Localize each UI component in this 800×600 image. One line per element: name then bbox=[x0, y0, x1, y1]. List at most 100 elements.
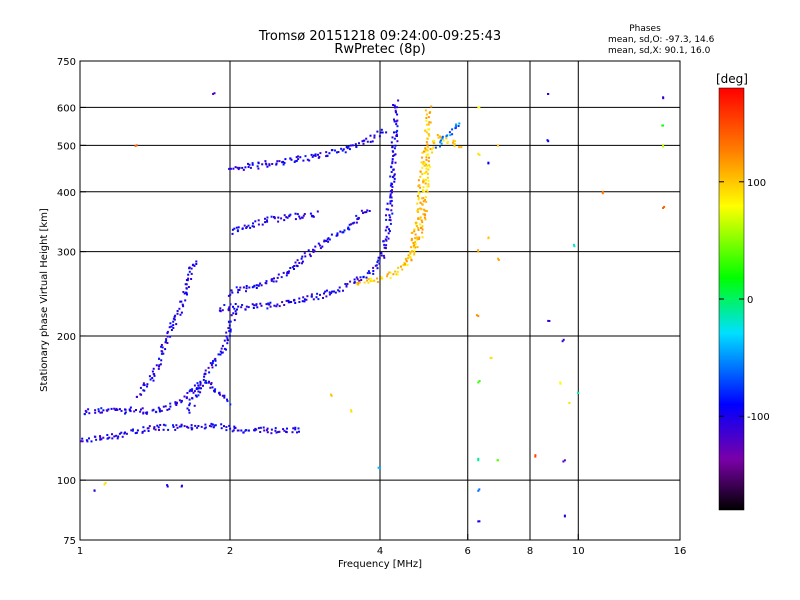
y-tick-label: 750 bbox=[57, 57, 76, 68]
data-point bbox=[427, 183, 430, 186]
data-point bbox=[427, 168, 430, 171]
data-point bbox=[299, 217, 302, 220]
y-tick-label: 75 bbox=[63, 536, 76, 547]
data-point bbox=[204, 381, 207, 384]
data-point bbox=[391, 136, 394, 139]
data-point bbox=[439, 135, 441, 138]
data-point bbox=[220, 347, 223, 350]
data-point bbox=[229, 167, 232, 170]
data-point bbox=[147, 430, 150, 432]
data-point bbox=[181, 484, 183, 487]
data-point bbox=[385, 239, 388, 242]
data-point bbox=[193, 390, 196, 393]
data-point bbox=[413, 244, 416, 247]
data-point bbox=[159, 410, 161, 413]
data-point bbox=[563, 514, 566, 517]
data-point bbox=[413, 253, 416, 256]
data-point bbox=[394, 270, 397, 273]
data-point bbox=[290, 301, 293, 303]
data-point bbox=[225, 426, 228, 428]
data-point bbox=[424, 150, 427, 153]
data-point bbox=[446, 140, 449, 143]
data-point bbox=[442, 139, 445, 142]
data-point bbox=[245, 287, 248, 290]
data-point bbox=[353, 221, 356, 224]
data-point bbox=[303, 252, 306, 255]
data-point bbox=[338, 290, 341, 293]
data-point bbox=[389, 190, 392, 193]
data-point bbox=[365, 137, 368, 140]
data-point bbox=[169, 322, 172, 325]
data-point bbox=[421, 156, 424, 159]
data-point bbox=[413, 242, 416, 245]
data-point bbox=[179, 313, 182, 316]
data-point bbox=[162, 352, 165, 355]
data-point bbox=[204, 426, 207, 429]
data-point bbox=[252, 222, 254, 225]
data-point bbox=[428, 134, 431, 137]
data-point bbox=[287, 272, 290, 275]
data-point bbox=[264, 282, 267, 284]
data-point bbox=[386, 275, 388, 278]
data-point bbox=[233, 307, 236, 310]
data-point bbox=[301, 262, 303, 265]
data-point bbox=[427, 116, 430, 119]
data-point bbox=[83, 413, 86, 416]
data-point bbox=[225, 429, 228, 432]
data-point bbox=[164, 341, 167, 344]
data-point bbox=[188, 402, 191, 405]
data-point bbox=[336, 151, 338, 154]
data-point bbox=[421, 151, 424, 154]
data-point bbox=[385, 131, 388, 134]
data-point bbox=[236, 308, 238, 311]
data-point bbox=[197, 394, 200, 397]
data-point bbox=[367, 270, 370, 273]
data-point bbox=[166, 484, 169, 487]
data-point bbox=[389, 277, 392, 280]
data-point bbox=[293, 299, 296, 302]
data-point bbox=[425, 170, 428, 173]
data-point bbox=[413, 230, 416, 233]
data-point bbox=[169, 335, 172, 338]
data-point bbox=[419, 223, 422, 226]
data-point bbox=[202, 378, 205, 381]
data-point bbox=[104, 481, 107, 484]
data-point bbox=[164, 424, 167, 427]
data-point bbox=[389, 216, 392, 219]
data-point bbox=[93, 489, 96, 492]
data-point bbox=[180, 425, 183, 428]
data-point bbox=[389, 200, 392, 203]
data-point bbox=[390, 171, 393, 173]
data-point bbox=[291, 266, 294, 269]
data-point bbox=[379, 467, 381, 469]
data-point bbox=[245, 429, 248, 431]
data-point bbox=[360, 279, 363, 281]
data-point bbox=[289, 213, 292, 216]
data-point bbox=[186, 407, 189, 410]
data-point bbox=[223, 347, 226, 350]
data-point bbox=[422, 178, 425, 181]
data-point bbox=[384, 247, 387, 250]
data-point bbox=[396, 273, 399, 276]
data-point bbox=[175, 323, 178, 326]
data-point bbox=[301, 300, 304, 303]
data-point bbox=[257, 167, 260, 170]
data-point bbox=[142, 426, 145, 429]
data-point bbox=[439, 139, 442, 142]
y-tick-label: 300 bbox=[57, 248, 76, 259]
data-point bbox=[419, 186, 422, 189]
data-point bbox=[382, 240, 385, 243]
data-point bbox=[84, 409, 87, 412]
data-point bbox=[259, 302, 262, 305]
data-point bbox=[237, 291, 239, 294]
data-point bbox=[273, 216, 276, 219]
data-point bbox=[327, 237, 330, 240]
data-point bbox=[125, 432, 128, 435]
data-point bbox=[234, 303, 237, 305]
data-point bbox=[347, 145, 350, 148]
data-point bbox=[225, 335, 228, 338]
data-point bbox=[355, 282, 358, 285]
data-point bbox=[563, 459, 566, 462]
data-point bbox=[266, 165, 269, 168]
data-point bbox=[236, 166, 239, 169]
